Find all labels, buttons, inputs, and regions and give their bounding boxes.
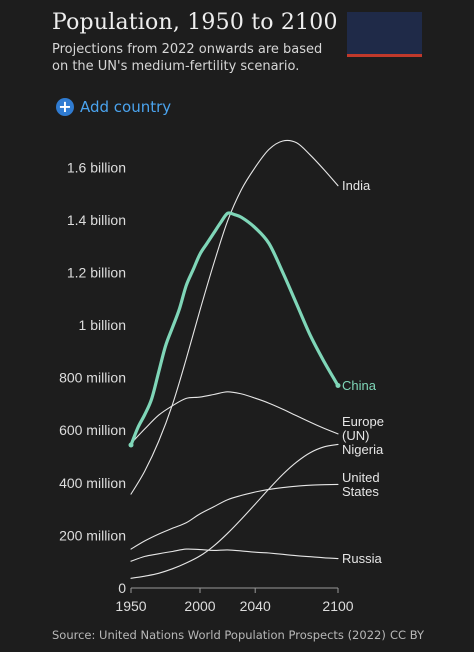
source-note: Source: United Nations World Population … (52, 628, 386, 642)
series-line-russia (130, 548, 339, 562)
y-tick-label: 200 million (59, 527, 126, 543)
y-tick-label: 1 billion (79, 317, 126, 333)
chart-title: Population, 1950 to 2100 (52, 10, 338, 35)
add-country-button[interactable]: + Add country (56, 98, 171, 116)
series-line-nigeria (130, 443, 339, 579)
license-label[interactable]: CC BY (389, 628, 424, 642)
y-tick-label: 1.6 billion (67, 159, 126, 175)
add-country-label: Add country (80, 98, 172, 116)
series-end-point-china (335, 383, 341, 389)
series-label-united-states: United (342, 470, 380, 485)
series-label-russia: Russia (342, 551, 383, 566)
series-label-europe-un: (UN) (342, 428, 369, 443)
series-line-united-states (130, 483, 339, 550)
publisher-logo (347, 12, 422, 57)
series-label-india: India (342, 178, 371, 193)
x-tick-label: 2040 (240, 598, 271, 614)
y-tick-label: 1.2 billion (67, 264, 126, 280)
population-line-chart: 0 200 million 400 million 600 million 800 mi… (59, 139, 384, 614)
chart-footer: Source: United Nations World Population … (52, 628, 424, 642)
series-label-united-states: States (342, 484, 379, 499)
series-label-europe-un: Europe (342, 414, 384, 429)
series-label-nigeria: Nigeria (342, 442, 384, 457)
series-start-point-china (128, 442, 134, 448)
series-line-india (130, 139, 339, 495)
chart-subtitle: Projections from 2022 onwards are based … (52, 42, 323, 74)
x-tick-label: 1950 (115, 598, 146, 614)
series-line-china (129, 211, 340, 447)
y-tick-label: 600 million (59, 422, 126, 438)
series-label-china: China (342, 378, 377, 393)
series-line-europe-un (130, 391, 339, 444)
y-tick-label: 1.4 billion (67, 212, 126, 228)
x-tick-label: 2100 (322, 598, 353, 614)
y-tick-label: 0 (118, 580, 126, 596)
y-tick-label: 400 million (59, 475, 126, 491)
x-tick-label: 2000 (184, 598, 215, 614)
plus-circle-icon: + (56, 98, 74, 116)
y-tick-label: 800 million (59, 370, 126, 386)
